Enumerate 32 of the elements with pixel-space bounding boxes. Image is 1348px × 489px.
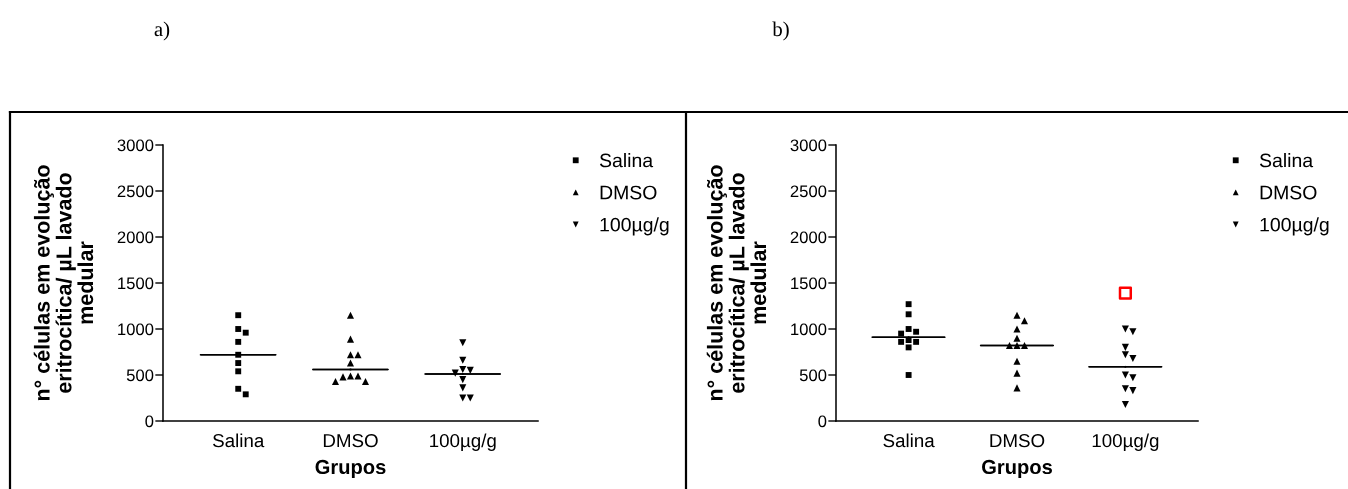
x-tick-label: DMSO (990, 434, 1045, 448)
legend-label: Salina (599, 153, 654, 168)
x-tick-label: 100µg/g (1092, 433, 1159, 451)
y-tick-label: 2500 (117, 185, 154, 198)
x-tick-label: 100µg/g (430, 433, 496, 451)
x-axis-title: Grupos (982, 459, 1052, 479)
y-tick-label: 2000 (790, 231, 827, 244)
legend-label: DMSO (1260, 185, 1317, 200)
legend-label: Salina (1259, 153, 1314, 168)
legend-label: DMSO (600, 185, 657, 200)
y-tick-label: 3000 (117, 139, 154, 152)
legend-label: 100µg/g (1260, 217, 1329, 236)
y-tick-label: 1000 (791, 323, 827, 336)
chart-title: b) (772, 21, 789, 41)
chart-title: a) (154, 21, 170, 41)
y-tick-label: 500 (126, 369, 154, 382)
y-tick-label: 3000 (790, 139, 827, 152)
y-axis-title: n° células em evolução eritrocítica/ µL lavado medular (706, 165, 767, 401)
y-tick-label: 0 (818, 415, 827, 428)
legend-label: 100µg/g (600, 217, 669, 236)
y-tick-label: 1500 (118, 277, 154, 290)
y-axis-title: n° células em evolução eritrocítica/ µL lavado medular (33, 165, 94, 401)
x-tick-label: Salina (213, 433, 265, 448)
y-tick-label: 2000 (117, 231, 154, 244)
y-tick-label: 1500 (791, 277, 827, 290)
y-tick-label: 2500 (790, 185, 827, 198)
x-axis-title: Grupos (315, 459, 386, 479)
y-tick-label: 0 (145, 415, 154, 428)
y-tick-label: 1000 (118, 323, 154, 336)
x-tick-label: Salina (883, 433, 935, 448)
y-tick-label: 500 (799, 369, 827, 382)
x-tick-label: DMSO (323, 434, 378, 448)
